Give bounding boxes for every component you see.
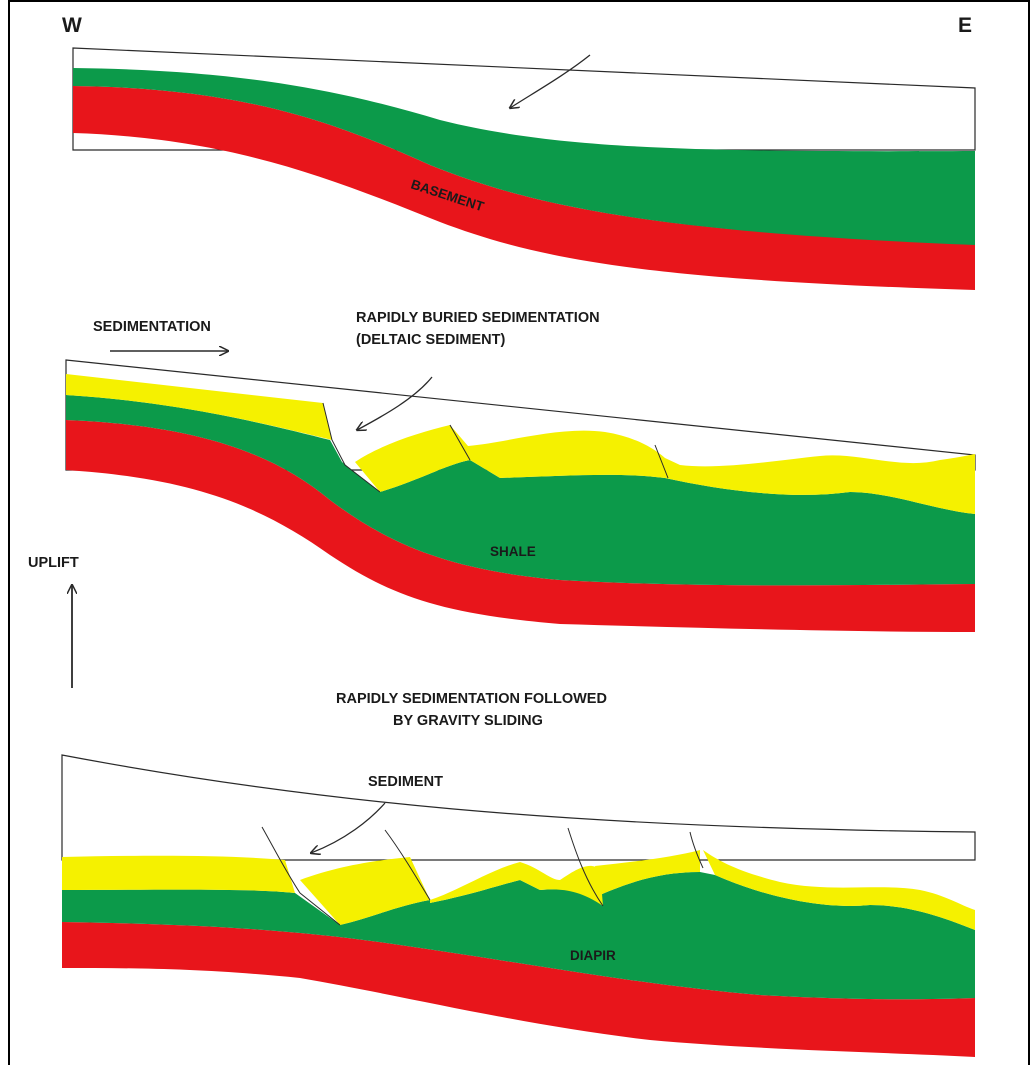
east-label: E (958, 14, 972, 37)
panel3-fault-line (689, 831, 704, 869)
sediment-label: SEDIMENT (368, 774, 443, 790)
panel3-fault-line (261, 826, 341, 926)
panel2-shale-layer (66, 395, 975, 586)
figure-frame (8, 0, 1030, 1065)
panel3-sediment-west (62, 855, 295, 893)
panel3-fault-line (384, 829, 431, 901)
panel-2-deltaic-sedimentation (65, 359, 976, 632)
panel1-arrow (510, 54, 591, 108)
panel3-fault-line (567, 827, 604, 907)
deltaic-sediment-label: (DELTAIC SEDIMENT) (356, 332, 505, 348)
panel3-sediment-block (300, 857, 430, 925)
panel2-fault-line (322, 402, 381, 493)
gravity-sliding-label-line1: RAPIDLY SEDIMENTATION FOLLOWED (336, 691, 607, 707)
panel3-sediment-block (703, 850, 975, 930)
panel2-fault-line (654, 444, 669, 479)
panel3-water-outline (61, 754, 976, 861)
sedimentation-label: SEDIMENTATION (93, 319, 211, 335)
panel3-shale-layer (62, 872, 975, 1000)
panel1-basement-layer (73, 86, 975, 290)
rapidly-buried-label: RAPIDLY BURIED SEDIMENTATION (356, 310, 600, 326)
shale-label: SHALE (490, 544, 536, 559)
west-label: W (62, 14, 82, 37)
uplift-label: UPLIFT (28, 555, 79, 571)
panel2-sediment-wedge-west (66, 374, 332, 440)
panel3-sediment-block (430, 862, 603, 906)
panel1-shale-layer (73, 68, 975, 245)
sediment-arrow (311, 802, 386, 853)
diapir-label: DIAPIR (570, 948, 616, 963)
panel-3-gravity-sliding (61, 754, 976, 1057)
panel3-basement-layer (62, 922, 975, 1057)
gravity-sliding-label-line2: BY GRAVITY SLIDING (393, 713, 543, 729)
panel2-fault-line (449, 424, 471, 461)
panel2-basement-layer (66, 420, 975, 632)
deltaic-arrow (357, 376, 433, 430)
panel-1-initial-basin (72, 47, 976, 290)
panel3-sediment-block (595, 850, 700, 895)
